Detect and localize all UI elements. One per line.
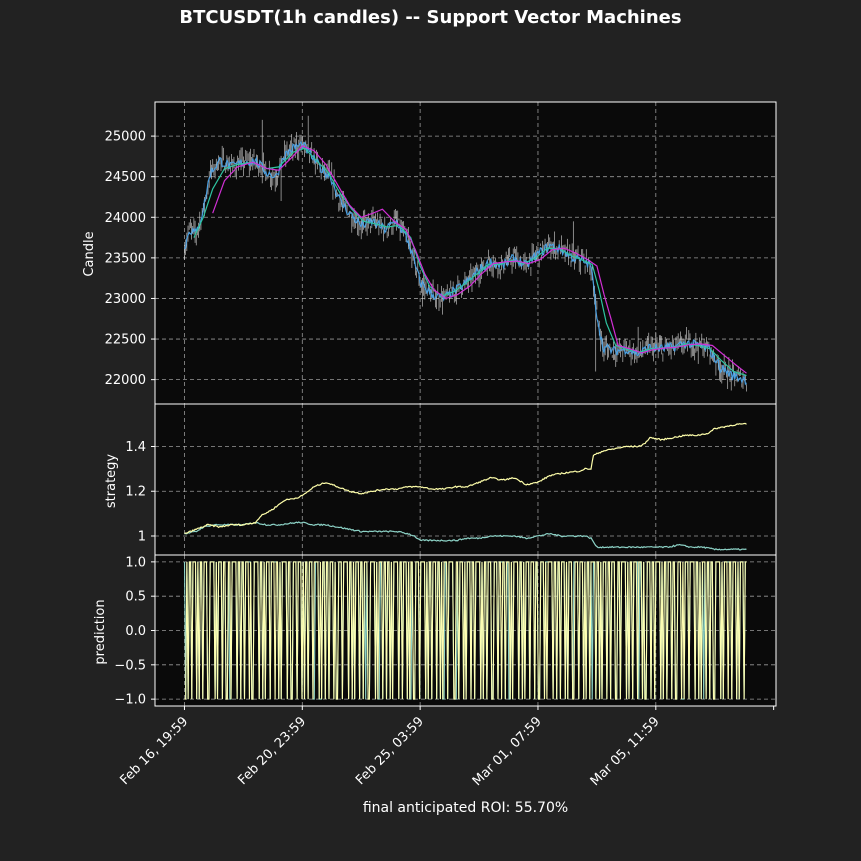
- y-tick-label: 23500: [105, 251, 146, 266]
- y-tick-label: −0.5: [114, 658, 146, 673]
- y-tick-label: 1: [138, 529, 146, 544]
- series-line-ma_fast: [193, 147, 747, 377]
- strategy-panel-face: [155, 404, 776, 555]
- strategy-y-ticks: 1 1.2 1.4: [125, 440, 155, 544]
- prediction-lines: [183, 561, 747, 700]
- y-tick-label: 24000: [105, 211, 146, 226]
- prediction-panel: 1.0 0.5 0.0 −0.5 −1.0 prediction: [93, 554, 777, 708]
- y-tick-label: 23000: [105, 292, 146, 307]
- prediction-y-ticks: 1.0 0.5 0.0 −0.5 −1.0: [114, 555, 155, 708]
- price-grid: [155, 102, 776, 404]
- strategy-panel: 1 1.2 1.4 strategy: [104, 403, 777, 556]
- series-line-strategy: [184, 422, 747, 534]
- price-lines: [184, 140, 747, 386]
- chart-title: BTCUSDT(1h candles) -- Support Vector Ma…: [179, 7, 681, 28]
- price-panel-face: [155, 102, 776, 404]
- y-tick-label: −1.0: [114, 693, 146, 708]
- price-panel: 22000 22500 23000 23500 24000 24500 25000 Cand…: [82, 101, 777, 405]
- y-tick-label: 0.5: [125, 590, 146, 605]
- y-tick-label: 22500: [105, 333, 146, 348]
- prediction-y-label: prediction: [93, 599, 108, 664]
- series-line-prediction: [184, 561, 747, 700]
- y-tick-label: 1.4: [125, 440, 146, 455]
- series-line-ma_slow: [212, 145, 747, 374]
- strategy-grid: [155, 404, 776, 555]
- prediction-panel-frame: [154, 554, 777, 707]
- y-tick-label: 1.0: [125, 555, 146, 570]
- y-tick-label: 25000: [105, 130, 146, 145]
- strategy-lines: [184, 422, 747, 551]
- price-y-ticks: 22000 22500 23000 23500 24000 24500 25000: [105, 130, 155, 388]
- y-tick-label: 0.0: [125, 624, 146, 639]
- x-axis-label: final anticipated ROI: 55.70%: [363, 800, 568, 816]
- price-y-label: Candle: [82, 231, 97, 276]
- y-tick-label: 24500: [105, 170, 146, 185]
- y-tick-label: 22000: [105, 373, 146, 388]
- series-line-buy_hold: [184, 521, 747, 551]
- strategy-y-label: strategy: [104, 454, 119, 509]
- y-tick-label: 1.2: [125, 485, 146, 500]
